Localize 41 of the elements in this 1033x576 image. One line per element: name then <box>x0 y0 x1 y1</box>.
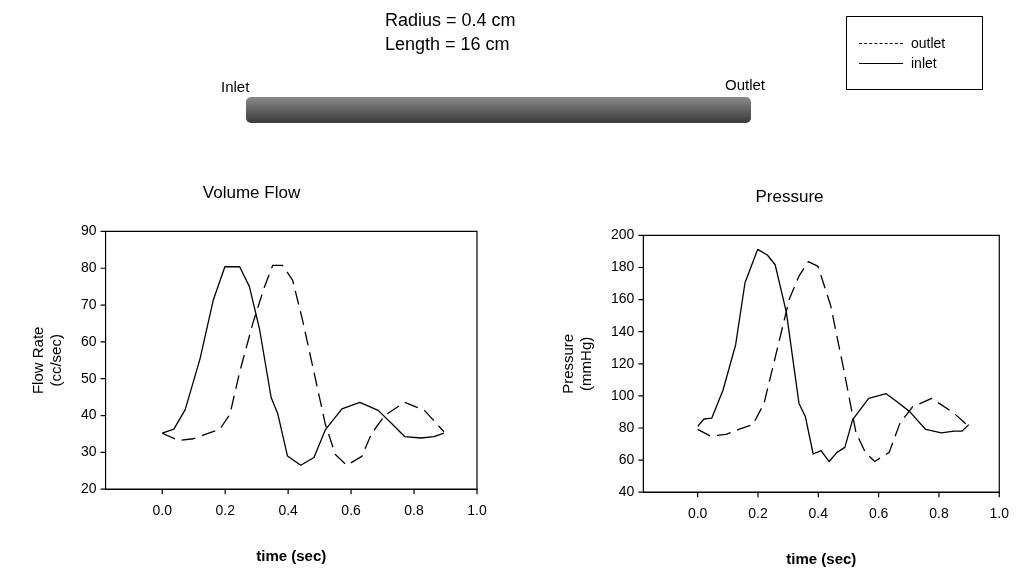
text: Outlet <box>725 76 766 93</box>
y-tick-label: 20 <box>80 480 97 497</box>
y-tick-label: 160 <box>611 290 635 307</box>
y-tick-label: 30 <box>80 443 97 460</box>
y-tick-label: 70 <box>80 295 97 312</box>
x-axis-title: time (sec) <box>256 547 327 565</box>
x-tick-label: 0.2 <box>215 502 236 519</box>
text: Radius = 0.4 cm <box>385 10 516 31</box>
x-tick-label: 0.2 <box>748 505 768 522</box>
legend-label: outlet <box>911 34 946 53</box>
y-axis-title: Pressure (mmHg) <box>559 333 595 394</box>
x-tick-label: 0.4 <box>808 505 829 522</box>
x-tick-label: 1.0 <box>467 502 487 519</box>
y-tick-label: 200 <box>611 226 635 243</box>
y-tick-label: 40 <box>80 406 97 423</box>
y-tick-label: 50 <box>80 369 97 386</box>
y-tick-label: 100 <box>611 386 635 403</box>
y-tick-label: 80 <box>80 259 97 276</box>
y-tick-label: 140 <box>611 322 635 339</box>
x-tick-label: 0.8 <box>404 502 424 519</box>
y-tick-label: 80 <box>618 418 635 435</box>
x-axis-title: time (sec) <box>786 550 857 568</box>
y-tick-label: 120 <box>611 354 635 371</box>
x-tick-label: 0.0 <box>687 505 708 522</box>
y-axis-title: Flow Rate (cc/sec) <box>29 326 65 395</box>
y-tick-label: 180 <box>611 258 635 275</box>
x-tick-label: 0.0 <box>152 502 173 519</box>
x-tick-label: 0.6 <box>341 502 362 519</box>
text: Inlet <box>221 78 250 95</box>
y-tick-label: 40 <box>618 483 635 500</box>
chart-title: Volume Flow <box>202 182 301 202</box>
legend-label: inlet <box>911 54 937 73</box>
text: Length = 16 cm <box>385 34 510 55</box>
chart-title: Pressure <box>755 186 824 206</box>
x-tick-label: 0.8 <box>929 505 949 522</box>
x-tick-label: 0.6 <box>868 505 889 522</box>
y-tick-label: 90 <box>80 222 97 239</box>
y-tick-label: 60 <box>80 332 97 349</box>
x-tick-label: 0.4 <box>278 502 299 519</box>
x-tick-label: 1.0 <box>989 505 1010 522</box>
y-tick-label: 60 <box>618 450 635 467</box>
